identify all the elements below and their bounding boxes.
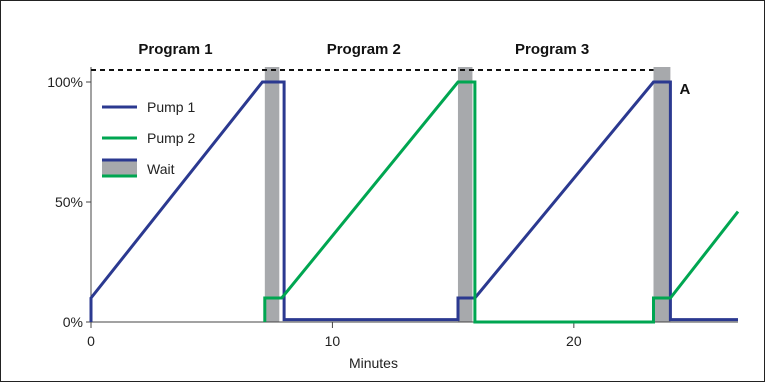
program-label-2: Program 2: [327, 41, 401, 58]
x-tick-label: 20: [566, 333, 582, 349]
annotation-label: A: [679, 81, 690, 98]
y-tick-label: 100%: [47, 74, 83, 90]
program-label-3: Program 3: [515, 41, 589, 58]
legend-label-pump-2: Pump 2: [147, 130, 195, 146]
y-tick-label: 0%: [63, 314, 83, 330]
series-line-pump-1: [89, 80, 738, 322]
y-tick-label: 50%: [55, 194, 83, 210]
wait-band-2: [457, 67, 473, 322]
x-tick-label: 0: [87, 333, 95, 349]
legend-label-pump-1: Pump 1: [147, 99, 195, 115]
program-overlay: Program 1 Program 2 Program 3 A: [91, 41, 690, 98]
legend-label-wait: Wait: [147, 161, 175, 177]
legend: Pump 1 Pump 2 Wait: [102, 99, 195, 178]
program-label-1: Program 1: [138, 41, 212, 58]
series-line-pump-2: [263, 80, 740, 324]
wait-bands: [264, 67, 671, 322]
axes: 0% 50% 100% 0 10 20 Minutes: [47, 67, 738, 371]
legend-swatch-wait: [102, 159, 137, 177]
wait-band-3: [653, 67, 671, 322]
x-axis-label: Minutes: [349, 355, 398, 371]
series-lines: [89, 80, 740, 324]
x-tick-label: 10: [325, 333, 341, 349]
wait-band-1: [264, 67, 280, 322]
